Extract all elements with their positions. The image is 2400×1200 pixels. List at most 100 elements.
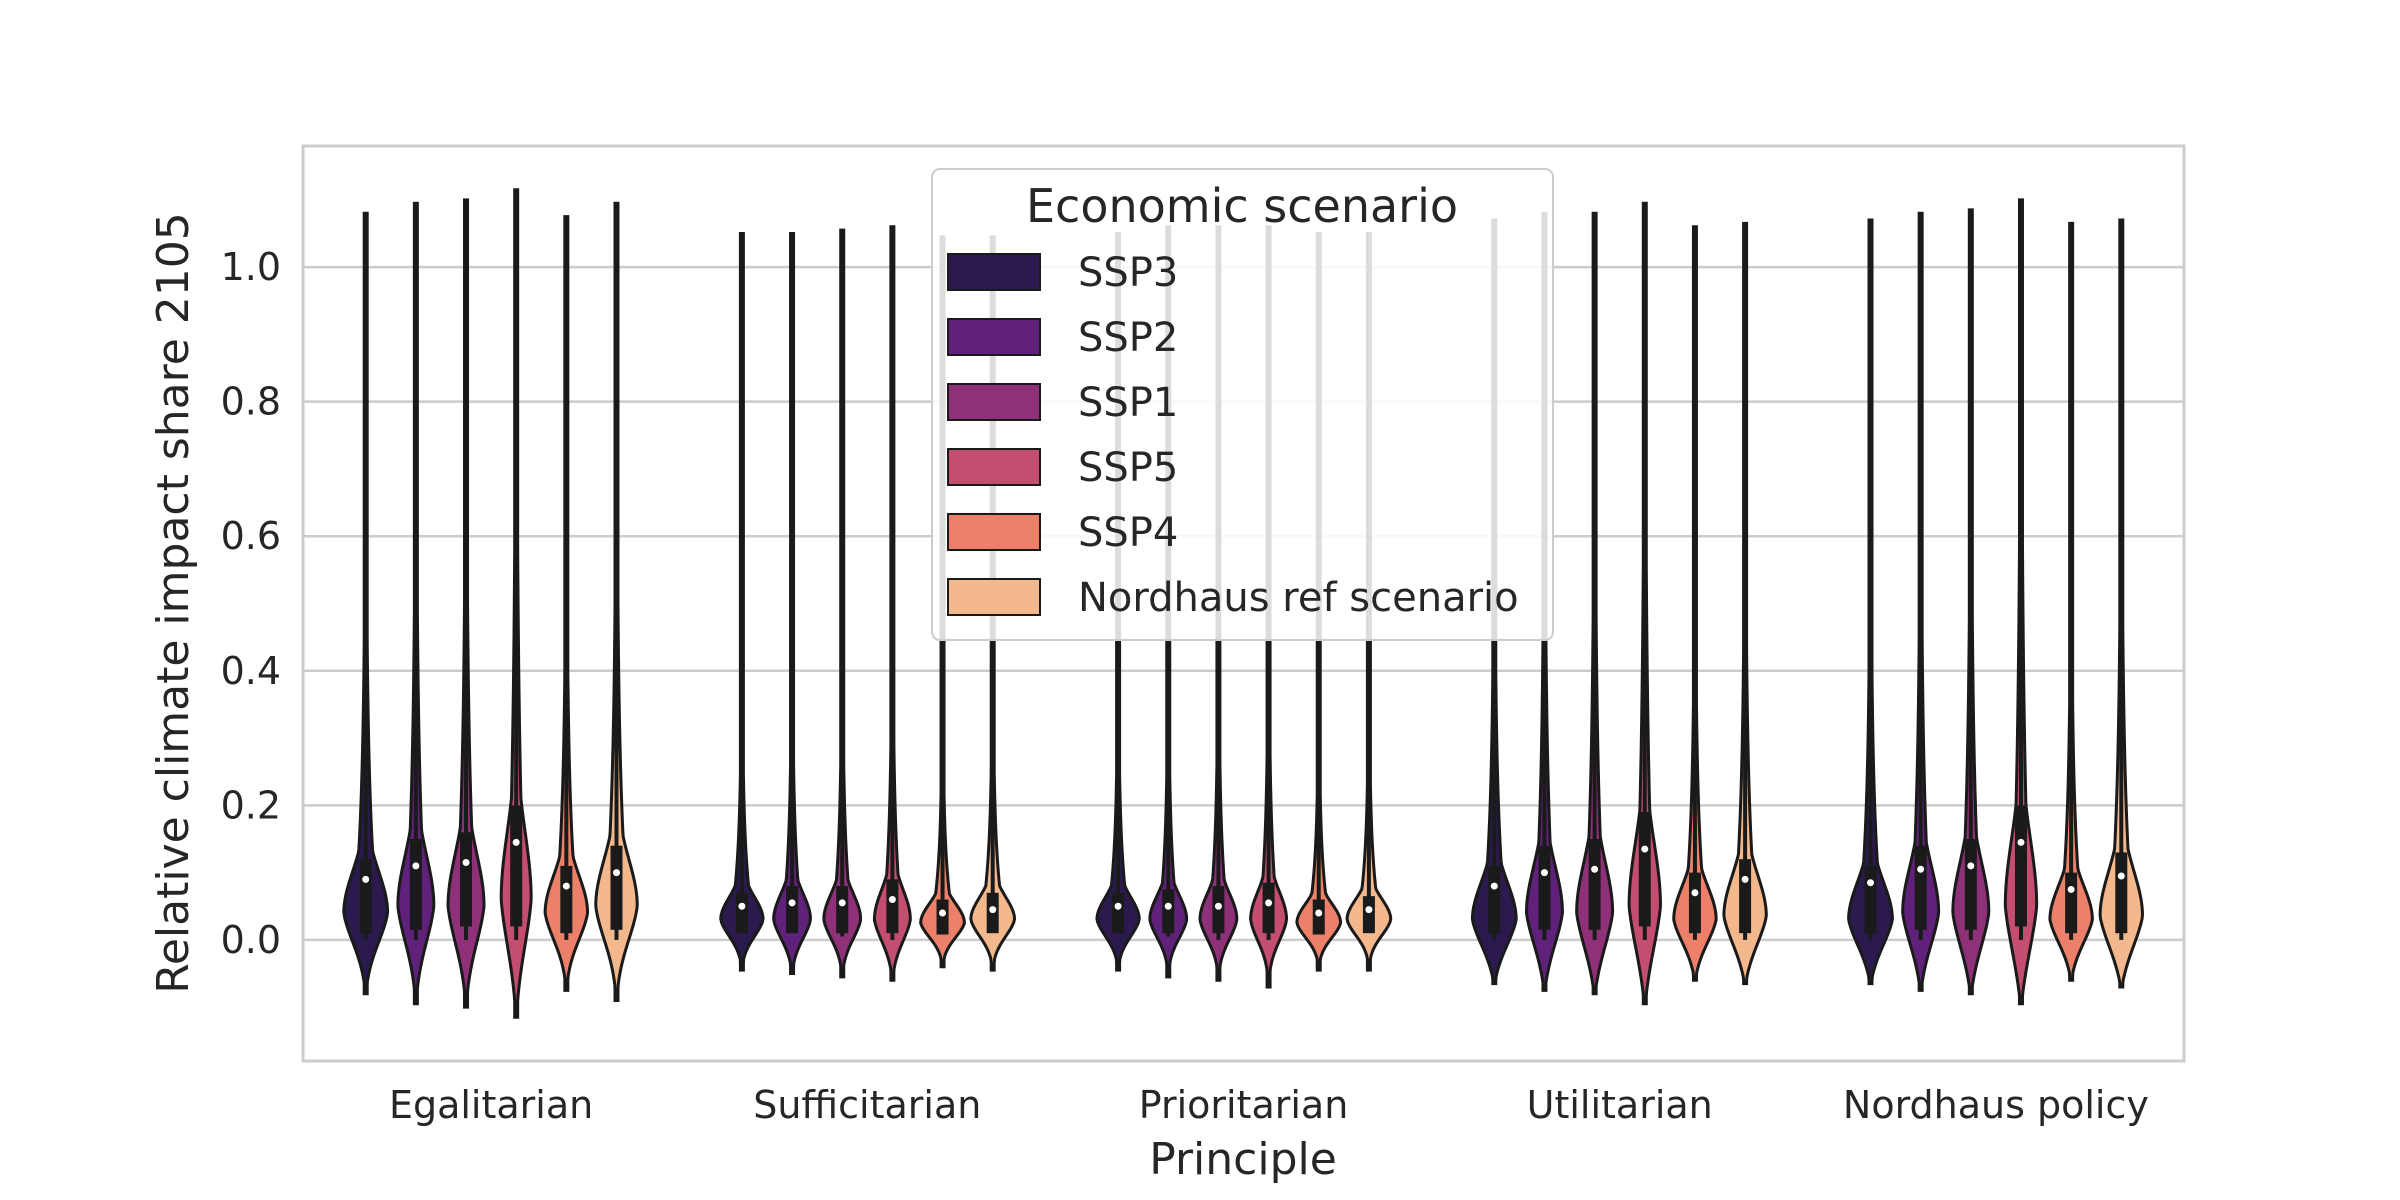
- violin-box: [1312, 899, 1325, 935]
- violin-box: [1864, 865, 1877, 934]
- violin-ssp2-egalitarian: [396, 201, 436, 1006]
- violin-median: [788, 899, 796, 907]
- violin-median: [1315, 909, 1323, 917]
- violin-median: [1641, 845, 1649, 853]
- violin-ssp1-egalitarian: [446, 198, 486, 1009]
- violin-box: [460, 832, 473, 927]
- legend-swatch: [947, 383, 1041, 421]
- violin-ssp2-nordhaus-policy: [1901, 211, 1941, 992]
- violin-box: [1262, 882, 1275, 934]
- violin-nordhaus-ref-scenario-utilitarian: [1722, 221, 1768, 986]
- violin-box: [1538, 845, 1551, 930]
- x-tick-label: Utilitarian: [1527, 1083, 1713, 1127]
- legend-swatch: [947, 318, 1041, 356]
- legend-label: Nordhaus ref scenario: [1078, 575, 1519, 621]
- violin-ssp4-utilitarian: [1672, 225, 1718, 982]
- legend: Economic scenario SSP3 SSP2 SSP1 SSP5 SSP4 No…: [931, 168, 1554, 641]
- legend-swatch: [947, 578, 1041, 616]
- violin-box: [610, 845, 623, 930]
- violin-ssp5-sufficitarian: [872, 225, 912, 982]
- violin-median: [939, 909, 947, 917]
- violin-box: [836, 886, 849, 934]
- violin-box: [409, 838, 422, 930]
- violin-median: [1265, 899, 1273, 907]
- legend-label: SSP2: [1078, 315, 1178, 361]
- legend-label: SSP5: [1078, 445, 1178, 491]
- violin-box: [510, 805, 523, 927]
- violin-median: [1365, 906, 1373, 914]
- violin-box: [936, 899, 949, 935]
- y-tick-label: 0.2: [221, 783, 281, 827]
- violin-ssp3-sufficitarian: [719, 231, 765, 972]
- violin-box: [886, 879, 899, 934]
- violins: [342, 188, 2145, 1019]
- legend-items: SSP3 SSP2 SSP1 SSP5 SSP4 Nordhaus ref scenari…: [947, 250, 1519, 621]
- violin-median: [562, 882, 570, 890]
- legend-swatch: [947, 513, 1041, 551]
- violin-box: [1638, 812, 1651, 927]
- violin-median: [1967, 862, 1975, 870]
- y-axis-title: Relative climate impact share 2105: [148, 212, 199, 994]
- violin-median: [1591, 865, 1599, 873]
- violin-median: [462, 859, 470, 867]
- violin-nordhaus-ref-scenario-egalitarian: [594, 201, 639, 1002]
- violin-median: [989, 906, 997, 914]
- violin-median: [2067, 885, 2075, 893]
- violin-ssp3-egalitarian: [342, 211, 390, 996]
- violin-box: [735, 892, 748, 934]
- legend-label: SSP3: [1078, 250, 1178, 296]
- violin-box: [2065, 872, 2078, 934]
- legend-swatch: [947, 448, 1041, 486]
- violin-box: [1739, 859, 1752, 934]
- y-tick-label: 0.6: [221, 514, 281, 558]
- violin-ssp1-utilitarian: [1575, 211, 1615, 996]
- x-tick-label: Prioritarian: [1139, 1083, 1349, 1127]
- legend-label: SSP4: [1078, 510, 1178, 556]
- violin-box: [1488, 865, 1501, 934]
- violin-median: [1164, 902, 1172, 910]
- violin-box: [1162, 889, 1175, 934]
- legend-swatch: [947, 253, 1041, 291]
- violin-box: [2115, 852, 2128, 934]
- violin-median: [838, 899, 846, 907]
- violin-box: [1362, 896, 1375, 934]
- violin-ssp3-nordhaus-policy: [1847, 218, 1894, 986]
- legend-title: Economic scenario: [1026, 179, 1458, 233]
- violin-ssp4-egalitarian: [543, 215, 590, 992]
- violin-median: [412, 862, 420, 870]
- x-axis-title: Principle: [1149, 1134, 1337, 1185]
- violin-box: [1964, 838, 1977, 930]
- violin-median: [362, 875, 370, 883]
- violin-median: [2117, 872, 2125, 880]
- violin-box: [1112, 892, 1125, 934]
- x-tick-label: Sufficitarian: [753, 1083, 981, 1127]
- violin-ssp5-nordhaus-policy: [2003, 198, 2039, 1006]
- violin-ssp2-sufficitarian: [772, 231, 812, 976]
- violin-median: [512, 838, 520, 846]
- y-tick-labels: 0.0 0.2 0.4 0.6 0.8 1.0: [221, 245, 281, 962]
- violin-median: [2017, 838, 2025, 846]
- violin-median: [1114, 902, 1122, 910]
- violin-median: [1214, 902, 1222, 910]
- violin-nordhaus-ref-scenario-nordhaus-policy: [2098, 218, 2145, 989]
- violin-box: [560, 865, 573, 934]
- violin-box: [1914, 845, 1927, 930]
- violin-ssp1-nordhaus-policy: [1951, 208, 1991, 996]
- violin-ssp5-egalitarian: [499, 188, 533, 1019]
- y-tick-label: 1.0: [221, 245, 281, 289]
- violin-median: [1691, 889, 1699, 897]
- violin-ssp4-nordhaus-policy: [2048, 221, 2094, 982]
- x-tick-labels: Egalitarian Sufficitarian Prioritarian Util…: [389, 1083, 2149, 1127]
- violin-median: [1741, 875, 1749, 883]
- y-tick-label: 0.0: [221, 918, 281, 962]
- y-tick-label: 0.4: [221, 649, 281, 693]
- legend-label: SSP1: [1078, 380, 1178, 426]
- violin-median: [888, 896, 896, 904]
- violin-box: [2014, 805, 2027, 927]
- violin-box: [359, 859, 372, 934]
- y-tick-label: 0.8: [221, 380, 281, 424]
- violin-median: [1540, 869, 1548, 877]
- x-tick-label: Nordhaus policy: [1843, 1083, 2149, 1127]
- violin-median: [738, 902, 746, 910]
